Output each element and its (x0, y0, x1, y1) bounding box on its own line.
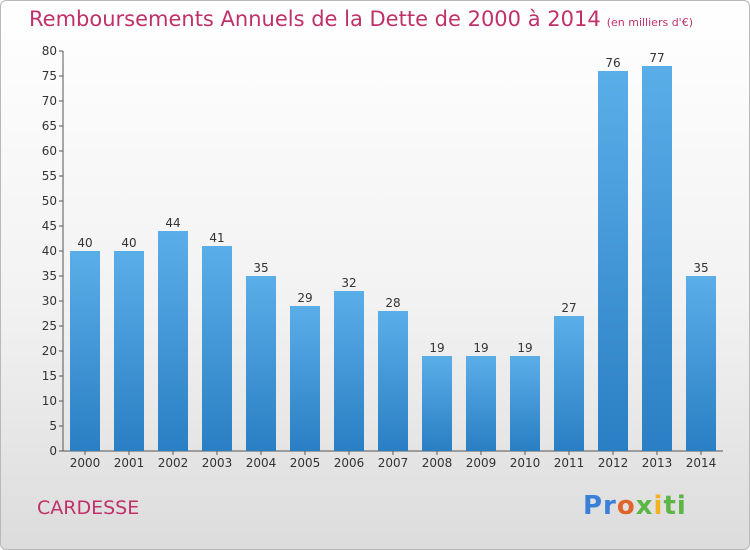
bar (290, 306, 320, 451)
y-tick-label: 55 (42, 169, 57, 183)
data-label: 44 (165, 216, 180, 230)
chart-subtitle: (en milliers d'€) (606, 16, 693, 29)
y-tick-label: 65 (42, 119, 57, 133)
data-label: 32 (341, 276, 356, 290)
x-tick-label: 2007 (378, 456, 409, 470)
x-tick-label: 2009 (466, 456, 497, 470)
x-tick-label: 2014 (686, 456, 717, 470)
data-label: 35 (253, 261, 268, 275)
x-tick-label: 2013 (642, 456, 673, 470)
x-tick-label: 2006 (334, 456, 365, 470)
bar (334, 291, 364, 451)
x-tick-label: 2005 (290, 456, 321, 470)
x-tick-label: 2011 (554, 456, 585, 470)
y-tick-label: 35 (42, 269, 57, 283)
bar (598, 71, 628, 451)
data-label: 76 (605, 56, 620, 70)
bar (510, 356, 540, 451)
bar (466, 356, 496, 451)
data-label: 35 (693, 261, 708, 275)
data-label: 77 (649, 51, 664, 65)
x-tick-label: 2001 (114, 456, 145, 470)
bar (642, 66, 672, 451)
chart-title: Remboursements Annuels de la Dette de 20… (29, 7, 693, 31)
bar (554, 316, 584, 451)
y-tick-label: 30 (42, 294, 57, 308)
x-tick-label: 2003 (202, 456, 233, 470)
data-label: 19 (517, 341, 532, 355)
data-label: 41 (209, 231, 224, 245)
y-tick-label: 45 (42, 219, 57, 233)
bar (114, 251, 144, 451)
commune-name: CARDESSE (37, 497, 140, 519)
data-label: 40 (121, 236, 136, 250)
y-tick-label: 40 (42, 244, 57, 258)
data-label: 29 (297, 291, 312, 305)
y-tick-label: 25 (42, 319, 57, 333)
bar (202, 246, 232, 451)
bar (158, 231, 188, 451)
bar (422, 356, 452, 451)
y-tick-label: 5 (49, 419, 57, 433)
x-tick-label: 2010 (510, 456, 541, 470)
title-text: Remboursements Annuels de la Dette de 20… (29, 7, 601, 31)
data-label: 28 (385, 296, 400, 310)
bar (686, 276, 716, 451)
y-tick-label: 75 (42, 69, 57, 83)
y-tick-label: 70 (42, 94, 57, 108)
y-tick-label: 0 (49, 444, 57, 458)
x-tick-label: 2008 (422, 456, 453, 470)
bar (378, 311, 408, 451)
x-tick-label: 2012 (598, 456, 629, 470)
y-tick-label: 80 (42, 44, 57, 58)
bar (70, 251, 100, 451)
x-tick-label: 2000 (70, 456, 101, 470)
bar (246, 276, 276, 451)
data-label: 40 (77, 236, 92, 250)
x-tick-label: 2002 (158, 456, 189, 470)
y-tick-label: 50 (42, 194, 57, 208)
x-tick-label: 2004 (246, 456, 277, 470)
data-label: 19 (429, 341, 444, 355)
data-label: 27 (561, 301, 576, 315)
data-label: 19 (473, 341, 488, 355)
y-tick-label: 60 (42, 144, 57, 158)
y-tick-label: 15 (42, 369, 57, 383)
proxiti-logo: Proxiti (583, 491, 687, 521)
y-tick-label: 10 (42, 394, 57, 408)
y-tick-label: 20 (42, 344, 57, 358)
